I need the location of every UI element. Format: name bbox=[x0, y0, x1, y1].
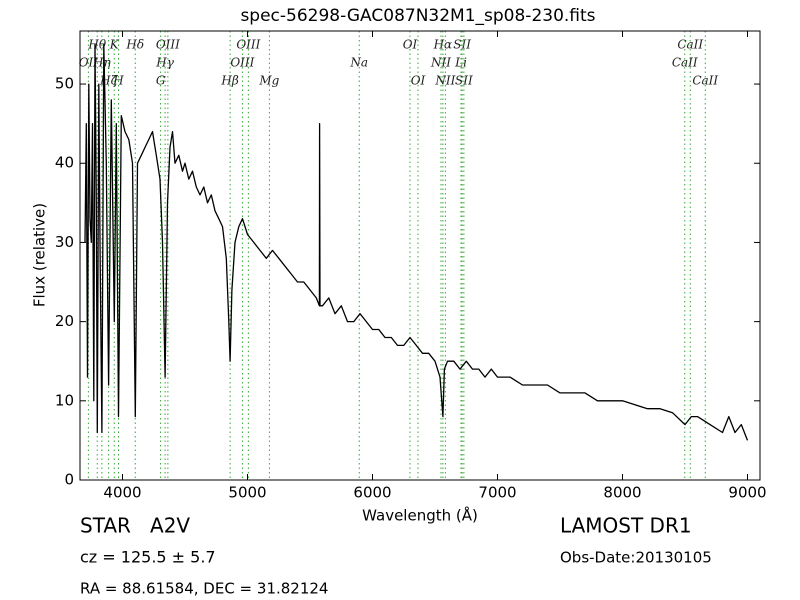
x-axis-label: Wavelength (Å) bbox=[362, 506, 478, 525]
spectral-line-label: Na bbox=[349, 56, 368, 70]
spectral-line-label: SII bbox=[455, 74, 473, 88]
spectral-line-label: NII bbox=[434, 74, 455, 88]
spectrum bbox=[84, 43, 749, 441]
spectral-line-label: Mg bbox=[258, 74, 279, 88]
spectral-line-label: OII bbox=[79, 56, 99, 70]
x-tick-label: 4000 bbox=[103, 484, 141, 502]
spectral-line-label: OI bbox=[411, 74, 426, 88]
spectral-line-label: OI bbox=[403, 38, 418, 52]
y-tick-label: 10 bbox=[55, 391, 74, 409]
spectral-line-label: Hγ bbox=[155, 56, 174, 70]
x-tick-label: 6000 bbox=[353, 484, 391, 502]
spectral-line-label: OIII bbox=[156, 38, 180, 52]
spectral-line-label: OIII bbox=[236, 38, 260, 52]
survey: LAMOST DR1 bbox=[560, 514, 692, 538]
coordinates: RA = 88.61584, DEC = 31.82124 bbox=[80, 580, 328, 598]
spectral-line-label: SII bbox=[453, 38, 471, 52]
spectral-line-label: H bbox=[112, 74, 124, 88]
y-tick-label: 20 bbox=[55, 312, 74, 330]
plot-frame bbox=[79, 30, 761, 481]
spectral-line-label: Hη bbox=[92, 56, 111, 70]
redshift: cz = 125.5 ± 5.7 bbox=[80, 548, 216, 567]
object-class: STAR A2V bbox=[80, 514, 190, 538]
spectral-line-label: G bbox=[156, 74, 166, 88]
y-tick-label: 30 bbox=[55, 233, 74, 251]
chart-title: spec-56298-GAC087N32M1_sp08-230.fits bbox=[240, 6, 595, 26]
spectral-line-label: Hβ bbox=[220, 74, 238, 88]
y-tick-label: 50 bbox=[55, 75, 74, 93]
spectral-line-label: OIII bbox=[230, 56, 254, 70]
x-tick-label: 5000 bbox=[228, 484, 266, 502]
spectral-line-label: CaII bbox=[672, 56, 698, 70]
y-tick-label: 0 bbox=[64, 471, 74, 489]
y-tick-label: 40 bbox=[55, 154, 74, 172]
x-tick-label: 7000 bbox=[478, 484, 516, 502]
spectral-line-label: Li bbox=[454, 56, 467, 70]
spectral-line-label: Hα bbox=[433, 38, 453, 52]
spectral-line-label: CaII bbox=[677, 38, 703, 52]
x-tick-label: 9000 bbox=[728, 484, 766, 502]
spectral-line-label: NII bbox=[430, 56, 451, 70]
x-tick-label: 8000 bbox=[603, 484, 641, 502]
y-axis-label: Flux (relative) bbox=[31, 203, 49, 307]
obs-date: Obs-Date:20130105 bbox=[560, 549, 712, 567]
spectral-line-label: K bbox=[109, 38, 120, 52]
spectral-line-label: CaII bbox=[692, 74, 718, 88]
spectral-line-label: Hδ bbox=[125, 38, 144, 52]
